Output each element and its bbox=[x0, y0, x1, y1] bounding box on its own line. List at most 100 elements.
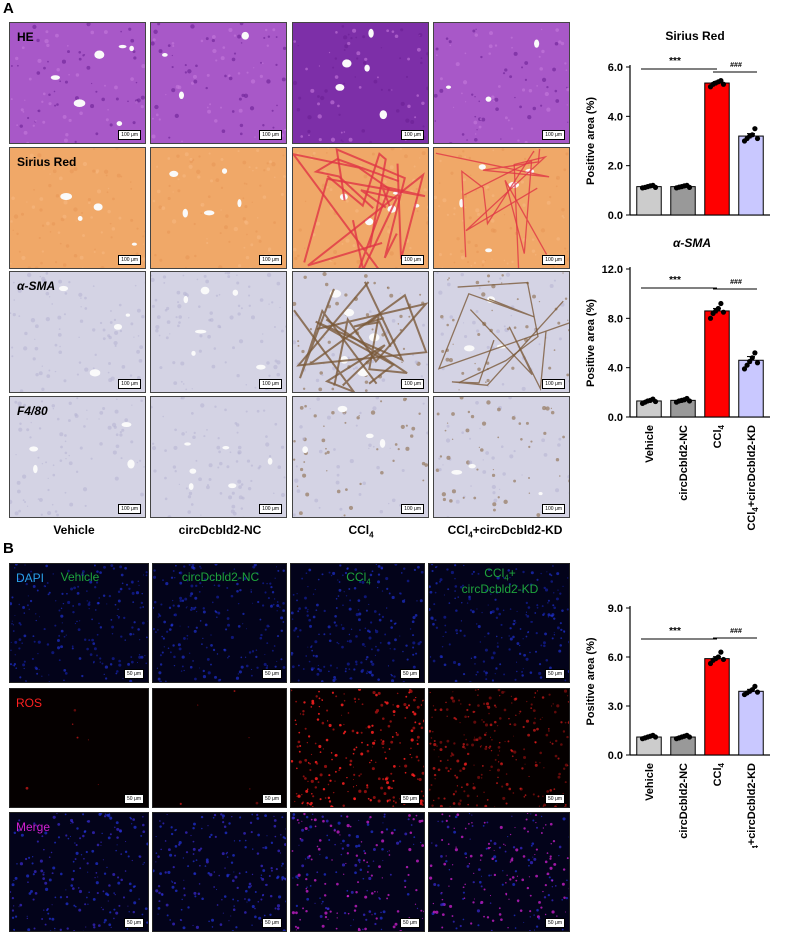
scale-bar: 100 μm bbox=[118, 130, 141, 140]
fluorescence-merge-circdcbld2-nc: 50 μm bbox=[152, 812, 287, 932]
significance-label: ### bbox=[730, 62, 742, 69]
col-label-circdcbld2-nc: circDcbld2-NC bbox=[178, 523, 262, 537]
data-point bbox=[652, 398, 659, 405]
scale-bar: 100 μm bbox=[401, 379, 424, 389]
y-tick-label: 6.0 bbox=[608, 62, 623, 74]
data-point bbox=[747, 358, 753, 365]
fluorescence-dapi-vehicle: DAPI Vehicle 50 μm bbox=[9, 563, 149, 683]
micrograph-he-vehicle: HE 100 μm bbox=[9, 22, 146, 144]
fluorescence-dapi-circdcbld2-nc: circDcbld2-NC 50 μm bbox=[152, 563, 287, 683]
scale-bar: 50 μm bbox=[545, 918, 565, 928]
scale-bar: 100 μm bbox=[118, 255, 141, 265]
x-tick-label: Vehicle bbox=[644, 763, 656, 801]
y-axis-label: Positive area (%) bbox=[585, 299, 597, 387]
x-tick-label: circDcbld2-NC bbox=[678, 425, 690, 501]
data-point bbox=[715, 305, 721, 312]
scale-bar: 100 μm bbox=[259, 130, 282, 140]
micrograph-alpha-sma-ccl4: 100 μm bbox=[292, 271, 429, 393]
bar-3 bbox=[704, 658, 730, 756]
y-tick-label: 6.0 bbox=[608, 652, 623, 664]
panel-b-letter: B bbox=[3, 540, 14, 557]
scale-bar: 100 μm bbox=[542, 379, 565, 389]
y-tick-label: 3.0 bbox=[608, 701, 623, 713]
data-point bbox=[718, 649, 724, 655]
col-label-vehicle: Vehicle bbox=[53, 523, 95, 537]
row-label-he: HE bbox=[17, 30, 34, 44]
scale-bar: 50 μm bbox=[400, 669, 420, 679]
scale-bar: 50 μm bbox=[545, 794, 565, 804]
ros-bar-chart: Positive area (%) 0.0 3.0 6.0 9.0 *** ### Vehic… bbox=[585, 603, 770, 848]
data-point bbox=[749, 132, 755, 138]
chart-title: α-SMA bbox=[673, 236, 711, 250]
data-point bbox=[686, 184, 693, 190]
data-point bbox=[749, 355, 755, 361]
alpha-sma-bar-chart: α-SMA Positive area (%) 0.0 4.0 8.0 12.0 *** ##… bbox=[585, 236, 770, 531]
scale-bar: 100 μm bbox=[259, 379, 282, 389]
row-label-ros: ROS bbox=[16, 696, 43, 710]
scale-bar: 100 μm bbox=[259, 255, 282, 265]
panel-a-letter: A bbox=[3, 0, 14, 17]
bar-4 bbox=[738, 135, 764, 216]
scale-bar: 50 μm bbox=[124, 918, 144, 928]
data-point bbox=[752, 683, 758, 689]
fluo-col-label-ccl4-kd: CCl4+ circDcbld2-KD bbox=[461, 566, 539, 597]
row-label-alpha-sma: α-SMA bbox=[17, 279, 56, 293]
data-point bbox=[707, 315, 714, 321]
col-label-ccl4: CCl4 bbox=[348, 523, 374, 540]
x-tick-label: CCl4 bbox=[712, 424, 726, 448]
row-label-dapi: DAPI bbox=[16, 571, 45, 585]
scale-bar: 50 μm bbox=[124, 669, 144, 679]
row-label-merge: Merge bbox=[16, 820, 51, 834]
y-tick-label: 0.0 bbox=[608, 210, 623, 222]
micrograph-f4-80-circdcbld2-nc: 100 μm bbox=[150, 396, 287, 518]
row-label-sirius-red: Sirius Red bbox=[17, 155, 77, 169]
significance-label: *** bbox=[669, 56, 681, 67]
y-tick-label: 4.0 bbox=[608, 111, 623, 123]
x-tick-label: CCl4 bbox=[712, 762, 726, 786]
y-tick-label: 0.0 bbox=[608, 412, 623, 424]
micrograph-alpha-sma-circdcbld2-nc: 100 μm bbox=[150, 271, 287, 393]
significance-label: ### bbox=[730, 279, 742, 286]
y-axis-label: Positive area (%) bbox=[585, 97, 597, 185]
data-point bbox=[752, 350, 758, 356]
micrograph-he-ccl4-kd: 100 μm bbox=[433, 22, 570, 144]
scale-bar: 100 μm bbox=[401, 130, 424, 140]
fluorescence-dapi-ccl4-kd: CCl4+ circDcbld2-KD 50 μm bbox=[428, 563, 570, 683]
data-point bbox=[720, 81, 727, 87]
fluorescence-merge-ccl4-kd: 50 μm bbox=[428, 812, 570, 932]
y-axis-label: Positive area (%) bbox=[585, 637, 597, 725]
bar-4 bbox=[738, 690, 764, 756]
y-tick-label: 4.0 bbox=[608, 363, 623, 375]
data-point bbox=[686, 734, 693, 740]
data-point bbox=[752, 126, 758, 132]
scale-bar: 100 μm bbox=[542, 255, 565, 265]
y-tick-label: 2.0 bbox=[608, 161, 623, 173]
micrograph-alpha-sma-ccl4-kd: 100 μm bbox=[433, 271, 570, 393]
fluorescence-merge-ccl4: 50 μm bbox=[290, 812, 425, 932]
significance-label: *** bbox=[669, 275, 681, 286]
scale-bar: 100 μm bbox=[401, 255, 424, 265]
y-tick-label: 0.0 bbox=[608, 750, 623, 762]
data-point bbox=[718, 77, 724, 84]
scale-bar: 50 μm bbox=[262, 669, 282, 679]
scale-bar: 100 μm bbox=[542, 504, 565, 514]
data-point bbox=[686, 398, 693, 404]
micrograph-sirius-red-ccl4-kd: 100 μm bbox=[433, 147, 570, 269]
bar-2 bbox=[670, 186, 696, 216]
fluorescence-dapi-ccl4: CCl4 50 μm bbox=[290, 563, 425, 683]
scale-bar: 50 μm bbox=[545, 669, 565, 679]
micrograph-f4-80-vehicle: F4/80 100 μm bbox=[9, 396, 146, 518]
x-tick-label: CCl4+circDcbld2-KD bbox=[746, 763, 760, 848]
micrograph-f4-80-ccl4: 100 μm bbox=[292, 396, 429, 518]
significance-label: ### bbox=[730, 628, 742, 635]
data-point bbox=[720, 309, 727, 315]
scale-bar: 50 μm bbox=[124, 794, 144, 804]
bar-3 bbox=[704, 82, 730, 216]
scale-bar: 100 μm bbox=[259, 504, 282, 514]
significance-label: *** bbox=[669, 626, 681, 637]
sirius-red-bar-chart: Sirius Red Positive area (%) 0.0 2.0 4.0 6.0 *… bbox=[585, 29, 770, 222]
bar-1 bbox=[636, 186, 662, 216]
fluo-col-label-circdcbld2-nc: circDcbld2-NC bbox=[181, 570, 260, 584]
data-point bbox=[754, 135, 761, 142]
micrograph-he-circdcbld2-nc: 100 μm bbox=[150, 22, 287, 144]
